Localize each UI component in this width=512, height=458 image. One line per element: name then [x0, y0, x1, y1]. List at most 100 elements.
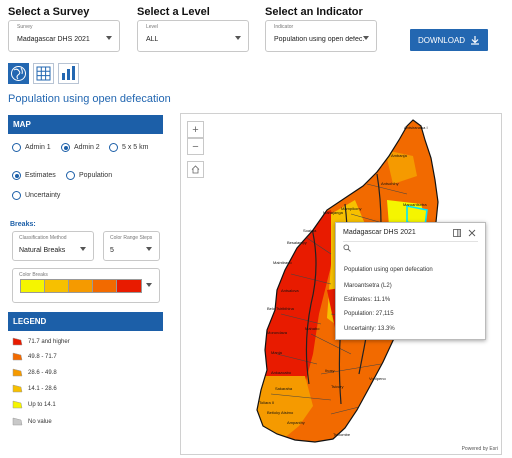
download-icon: [471, 36, 480, 45]
legend-item: No value: [12, 417, 52, 426]
chart-view-button[interactable]: [58, 63, 79, 84]
map-label: Maintirano: [273, 260, 292, 265]
color-breaks-label: Color Breaks: [19, 272, 48, 278]
swatch-3: [69, 280, 93, 292]
radio-population[interactable]: Population: [66, 171, 112, 180]
popup-indicator: Population using open defecation: [344, 267, 433, 273]
legend-item: 14.1 - 28.6: [12, 384, 57, 393]
home-icon: [191, 165, 200, 174]
legend-item: 71.7 and higher: [12, 337, 70, 346]
chevron-down-icon: [146, 283, 152, 287]
indicator-select-label: Indicator: [274, 24, 294, 30]
map-label: Morondava: [267, 330, 288, 335]
indicator-select[interactable]: Indicator Population using open defec...: [265, 20, 377, 52]
popup-estimates-label: Estimates:: [344, 297, 373, 303]
swatch-4: [93, 280, 117, 292]
map-label: Antsalova: [281, 288, 299, 293]
level-select-value: ALL: [146, 36, 159, 43]
map-attribution: Powered by Esri: [461, 446, 498, 452]
level-select[interactable]: Level ALL: [137, 20, 249, 52]
map-label: Maroantsetra: [403, 202, 427, 207]
radio-admin2[interactable]: Admin 2: [61, 143, 100, 152]
swatch-1: [21, 280, 45, 292]
legend-item-label: 49.8 - 71.7: [28, 353, 57, 360]
color-breaks-swatches: [20, 279, 142, 293]
map-label: Belo Tsiribihina: [267, 306, 294, 311]
radio-circle: [109, 143, 118, 152]
survey-select-label: Survey: [17, 24, 33, 30]
map-label: Besalampy: [287, 240, 307, 245]
popup-title: Madagascar DHS 2021: [343, 229, 416, 236]
radio-circle-selected: [61, 143, 70, 152]
map-label: Antsohihy: [381, 181, 399, 186]
legend-swatch-icon: [12, 384, 23, 393]
popup-estimates-value: 11.1%: [373, 297, 391, 303]
close-icon[interactable]: [468, 229, 476, 237]
color-range-steps-select[interactable]: Color Range Steps 5: [103, 231, 160, 261]
radio-5x5km[interactable]: 5 x 5 km: [109, 143, 148, 152]
survey-select[interactable]: Survey Madagascar DHS 2021: [8, 20, 120, 52]
legend-item: 49.8 - 71.7: [12, 352, 57, 361]
radio-circle-selected: [12, 171, 21, 180]
home-button[interactable]: [187, 161, 204, 178]
radio-admin1[interactable]: Admin 1: [12, 143, 51, 152]
page-title: Population using open defecation: [8, 93, 171, 105]
map-label: Mampikony: [341, 206, 362, 211]
map-label: Toliara II: [259, 400, 275, 405]
swatch-2: [45, 280, 69, 292]
map-label: Ampanihy: [287, 420, 305, 425]
chevron-down-icon: [235, 36, 241, 40]
dock-icon[interactable]: [453, 229, 461, 237]
download-label: DOWNLOAD: [417, 35, 466, 45]
radio-circle: [66, 171, 75, 180]
table-view-button[interactable]: [33, 63, 54, 84]
legend-item: 28.6 - 49.8: [12, 368, 57, 377]
map-view-icon: [11, 66, 26, 81]
survey-select-value: Madagascar DHS 2021: [17, 36, 90, 43]
map-label: Betioky Atsimo: [267, 410, 294, 415]
map-label: Antsiranana I: [404, 125, 428, 130]
popup-uncertainty: Uncertainty: 13.3%: [344, 326, 395, 332]
map-panel-heading: MAP: [8, 115, 163, 134]
swatch-5: [117, 280, 141, 292]
map-label: Vohipeno: [369, 376, 386, 381]
zoom-out-button[interactable]: −: [187, 138, 204, 155]
legend-swatch-icon: [12, 417, 23, 426]
radio-admin2-label: Admin 2: [74, 144, 100, 151]
chevron-down-icon: [363, 36, 369, 40]
region-popup: Madagascar DHS 2021 Population using ope…: [335, 222, 486, 340]
legend-swatch-icon: [12, 400, 23, 409]
radio-circle: [12, 191, 21, 200]
legend-item-label: 14.1 - 28.6: [28, 385, 57, 392]
chevron-down-icon: [146, 247, 152, 251]
color-range-steps-value: 5: [110, 247, 114, 254]
classification-method-label: Classification Method: [19, 235, 67, 241]
radio-estimates[interactable]: Estimates: [12, 171, 56, 180]
color-range-steps-label: Color Range Steps: [110, 235, 153, 241]
classification-method-value: Natural Breaks: [19, 247, 66, 254]
map-label: Mahabo: [305, 326, 320, 331]
classification-method-select[interactable]: Classification Method Natural Breaks: [12, 231, 94, 261]
zoom-in-button[interactable]: +: [187, 121, 204, 138]
map-label: Tsihombe: [333, 432, 351, 437]
legend-swatch-icon: [12, 337, 23, 346]
radio-uncertainty-label: Uncertainty: [25, 192, 61, 199]
level-selector-group: Select a Level: [137, 6, 210, 18]
popup-divider: [343, 241, 478, 242]
radio-5x5km-label: 5 x 5 km: [122, 144, 149, 151]
zoom-to-icon[interactable]: [343, 244, 351, 252]
radio-circle: [12, 143, 21, 152]
breaks-title: Breaks:: [10, 221, 36, 228]
level-select-label: Level: [146, 24, 158, 30]
radio-population-label: Population: [79, 172, 113, 179]
map-label: Ambanja: [391, 153, 407, 158]
legend-item: Up to 14.1: [12, 400, 56, 409]
map-view-button[interactable]: [8, 63, 29, 84]
radio-admin1-label: Admin 1: [25, 144, 51, 151]
radio-uncertainty[interactable]: Uncertainty: [12, 191, 60, 200]
download-button[interactable]: DOWNLOAD: [410, 29, 488, 51]
map-label: Mahajanga: [323, 210, 343, 215]
legend-item-label: No value: [28, 418, 52, 425]
popup-estimates: Estimates: 11.1%: [344, 297, 390, 303]
legend-heading: LEGEND: [8, 312, 163, 331]
